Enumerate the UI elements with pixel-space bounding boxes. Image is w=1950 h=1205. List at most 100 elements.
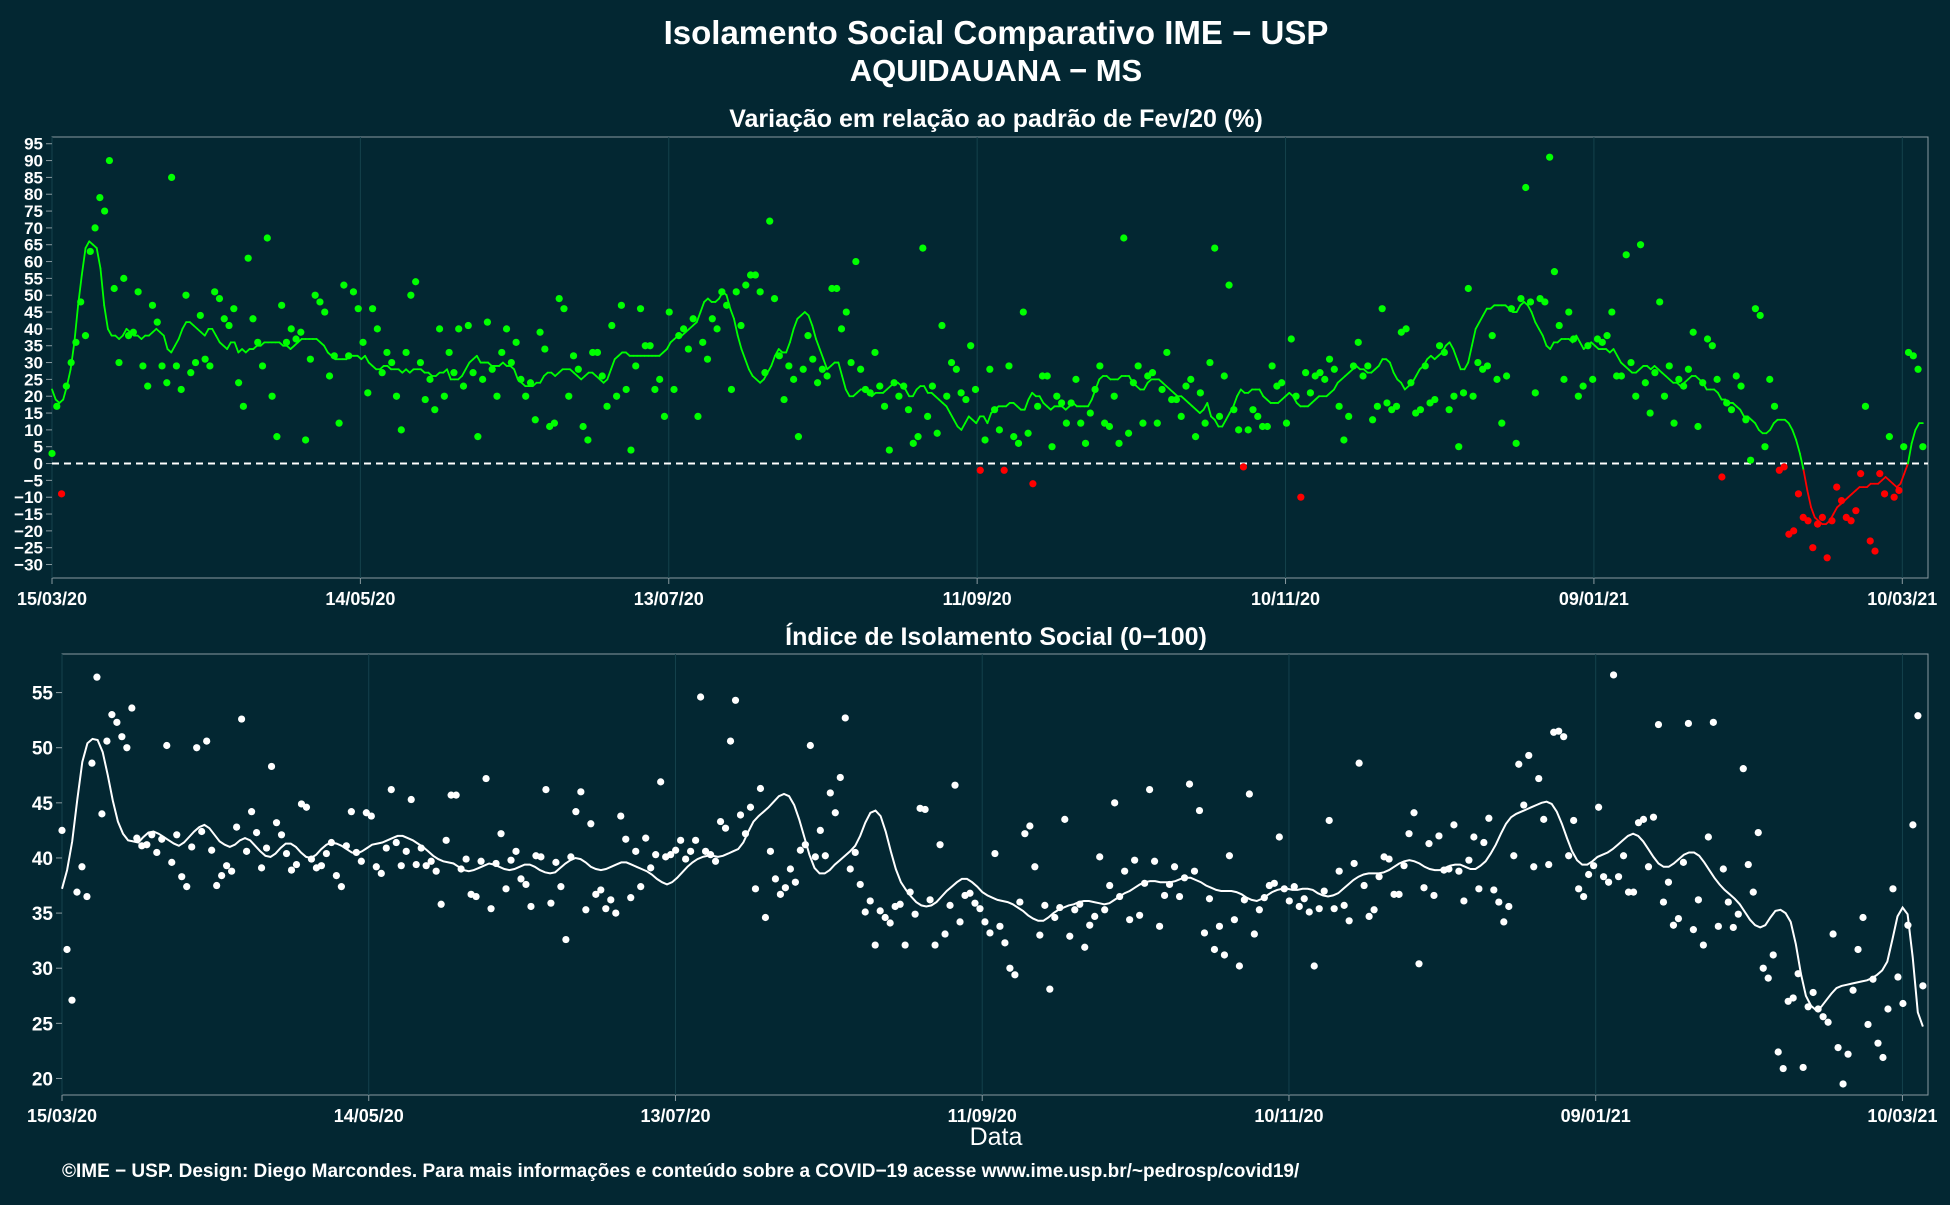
- index-data-point: [1136, 911, 1144, 919]
- index-data-point: [1854, 945, 1862, 954]
- variation-data-point: [833, 284, 841, 293]
- variation-data-point: [1211, 244, 1219, 252]
- index-data-point: [1350, 859, 1358, 868]
- variation-y-tick-label: 15: [24, 404, 43, 423]
- variation-data-point: [1019, 308, 1027, 316]
- index-data-point: [472, 892, 480, 901]
- variation-trend-line-segment: [461, 368, 467, 377]
- variation-trend-line-segment: [1128, 375, 1134, 384]
- variation-data-point: [1345, 412, 1353, 421]
- index-data-point: [1919, 982, 1927, 990]
- index-data-point: [1689, 926, 1697, 934]
- variation-data-point: [1770, 402, 1779, 410]
- variation-trend-line-segment: [785, 341, 791, 354]
- variation-data-point: [474, 433, 482, 441]
- variation-trend-line-segment: [744, 358, 750, 371]
- index-data-point: [302, 803, 311, 811]
- variation-data-point: [1651, 369, 1659, 377]
- index-data-point: [682, 855, 690, 863]
- index-data-point: [118, 733, 126, 741]
- variation-data-point: [1737, 382, 1745, 390]
- index-data-point: [1470, 833, 1478, 841]
- variation-data-point: [1445, 406, 1453, 414]
- index-data-point: [1150, 857, 1159, 865]
- variation-data-point: [230, 305, 238, 313]
- variation-trend-line-segment: [1791, 428, 1798, 441]
- index-data-point: [1595, 803, 1603, 811]
- variation-y-tick-label: −25: [14, 539, 43, 558]
- variation-data-point: [1636, 241, 1645, 249]
- index-data-point: [527, 902, 535, 911]
- variation-data-point: [196, 311, 204, 320]
- index-data-point: [1270, 879, 1278, 887]
- index-data-point: [991, 849, 999, 858]
- index-data-point: [691, 836, 700, 844]
- index-data-point: [1385, 855, 1393, 863]
- variation-data-point: [1684, 365, 1693, 373]
- variation-trend-line-segment: [513, 368, 519, 381]
- variation-trend-line-segment: [1232, 395, 1239, 408]
- variation-data-point: [1560, 375, 1568, 383]
- index-y-tick-label: 40: [32, 849, 53, 870]
- variation-data-point: [909, 439, 917, 447]
- variation-x-tick-label: 10/11/20: [1251, 589, 1320, 609]
- index-data-point: [1255, 906, 1263, 914]
- index-data-point: [1639, 815, 1648, 823]
- index-data-point: [1614, 873, 1623, 881]
- index-data-point: [88, 759, 96, 767]
- footer-credit: ©IME − USP. Design: Diego Marcondes. Par…: [62, 1161, 1300, 1182]
- index-data-point: [1684, 719, 1693, 728]
- variation-x-tick-label: 11/09/20: [943, 589, 1012, 609]
- variation-data-point: [397, 426, 405, 434]
- variation-data-point: [1402, 325, 1410, 333]
- variation-data-point: [632, 362, 640, 370]
- variation-y-tick-label: 55: [24, 269, 43, 288]
- variation-data-point: [225, 321, 233, 330]
- variation-data-point: [938, 321, 946, 330]
- variation-data-point: [110, 284, 118, 293]
- variation-data-point: [53, 402, 61, 410]
- variation-trend-line-segment: [1094, 378, 1101, 391]
- variation-data-point: [479, 375, 487, 383]
- variation-data-point: [852, 257, 860, 266]
- variation-data-point: [943, 392, 951, 400]
- variation-trend-line-segment: [1471, 327, 1477, 347]
- variation-data-point: [1512, 439, 1520, 447]
- variation-x-tick-label: 10/03/21: [1867, 589, 1937, 609]
- index-data-point: [1290, 883, 1298, 891]
- variation-data-point: [1885, 433, 1893, 441]
- index-data-point: [542, 786, 550, 794]
- variation-data-point: [282, 338, 291, 346]
- index-data-point: [821, 852, 829, 860]
- variation-data-point: [450, 369, 458, 377]
- index-data-point: [726, 737, 735, 745]
- index-data-point: [267, 762, 276, 771]
- variation-trend-line-segment: [1910, 428, 1917, 445]
- variation-trend-line-segment: [945, 405, 952, 414]
- variation-data-point: [904, 406, 913, 414]
- variation-data-point: [809, 355, 817, 363]
- variation-data-point: [565, 392, 573, 400]
- variation-trend-line-segment: [226, 341, 232, 350]
- variation-data-point: [1373, 402, 1381, 410]
- index-data-point: [1914, 712, 1922, 720]
- index-data-point: [831, 809, 839, 817]
- variation-data-point: [1182, 382, 1190, 390]
- variation-data-point: [1646, 409, 1654, 417]
- variation-data-point: [732, 288, 740, 296]
- index-data-point: [1779, 1064, 1787, 1073]
- variation-data-point: [1632, 392, 1640, 400]
- variation-data-point: [220, 315, 228, 323]
- index-data-point: [1679, 858, 1688, 866]
- index-x-tick-label: 10/11/20: [1254, 1106, 1323, 1126]
- variation-trend-line-segment: [73, 304, 79, 344]
- variation-trend-line-segment: [807, 314, 814, 327]
- variation-data-point: [488, 365, 496, 373]
- variation-data-point: [455, 325, 463, 333]
- variation-data-point: [627, 446, 635, 454]
- variation-data-point: [1756, 311, 1764, 320]
- variation-data-point: [297, 328, 305, 336]
- variation-trend-line-segment: [725, 294, 732, 310]
- variation-trend-line-segment: [1456, 358, 1462, 371]
- variation-data-point: [689, 315, 697, 323]
